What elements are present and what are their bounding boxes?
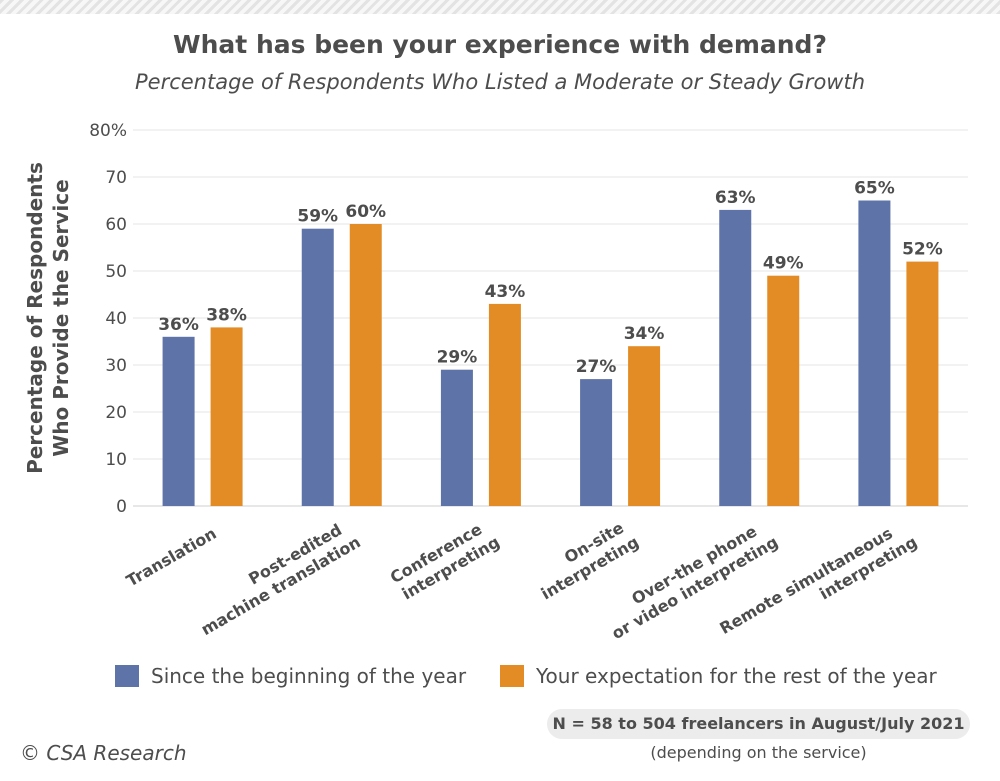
y-tick-label: 40 [105, 309, 127, 329]
data-label: 34% [624, 324, 665, 344]
bar [719, 209, 752, 506]
y-tick-label: 70 [105, 168, 127, 188]
x-category-label-line: Translation [123, 524, 220, 591]
legend-label-series-2: Your expectation for the rest of the yea… [536, 664, 937, 688]
data-label: 38% [206, 305, 247, 325]
legend-swatch-series-1 [115, 665, 139, 687]
bar [488, 303, 521, 506]
bar [162, 336, 195, 506]
y-tick-label: 60 [105, 215, 127, 235]
x-category-label: On-siteinterpreting [528, 515, 642, 603]
sample-size-subnote: (depending on the service) [650, 743, 867, 762]
legend-label-series-1: Since the beginning of the year [151, 664, 467, 688]
bar [767, 275, 800, 506]
bar [349, 224, 382, 506]
y-tick-label: 0 [116, 497, 127, 517]
data-label: 65% [854, 179, 895, 199]
data-label: 63% [715, 188, 756, 208]
bar [858, 200, 891, 506]
top-hatch-decoration [0, 0, 1000, 14]
bar [440, 369, 473, 506]
data-label: 52% [902, 240, 943, 260]
legend-item-expectation: Your expectation for the rest of the yea… [500, 664, 937, 688]
y-tick-label: 50 [105, 262, 127, 282]
chart-subtitle: Percentage of Respondents Who Listed a M… [134, 70, 866, 94]
data-label: 43% [485, 282, 526, 302]
data-label: 27% [576, 357, 617, 377]
bar [580, 379, 613, 506]
bar [210, 327, 243, 506]
legend-swatch-series-2 [500, 665, 524, 687]
sample-size-note: N = 58 to 504 freelancers in August/July… [547, 709, 970, 739]
copyright: © CSA Research [20, 741, 187, 765]
y-tick-label: 10 [105, 450, 127, 470]
x-category-label: Translation [123, 524, 220, 591]
data-label: 36% [158, 315, 199, 335]
x-category-label-line: machine translation [198, 532, 364, 639]
bar [906, 261, 939, 506]
data-label: 29% [437, 348, 478, 368]
data-label: 49% [763, 254, 804, 274]
y-tick-label: 20 [105, 403, 127, 423]
data-label: 59% [297, 207, 338, 227]
data-label: 60% [345, 202, 386, 222]
bar [301, 228, 334, 506]
x-category-label: Conferenceinterpreting [387, 515, 503, 604]
y-tick-label: 80% [89, 121, 127, 141]
chart-title: What has been your experience with deman… [173, 30, 827, 59]
y-tick-label: 30 [105, 356, 127, 376]
bar [628, 346, 661, 506]
legend-item-since-beginning: Since the beginning of the year [115, 664, 466, 688]
